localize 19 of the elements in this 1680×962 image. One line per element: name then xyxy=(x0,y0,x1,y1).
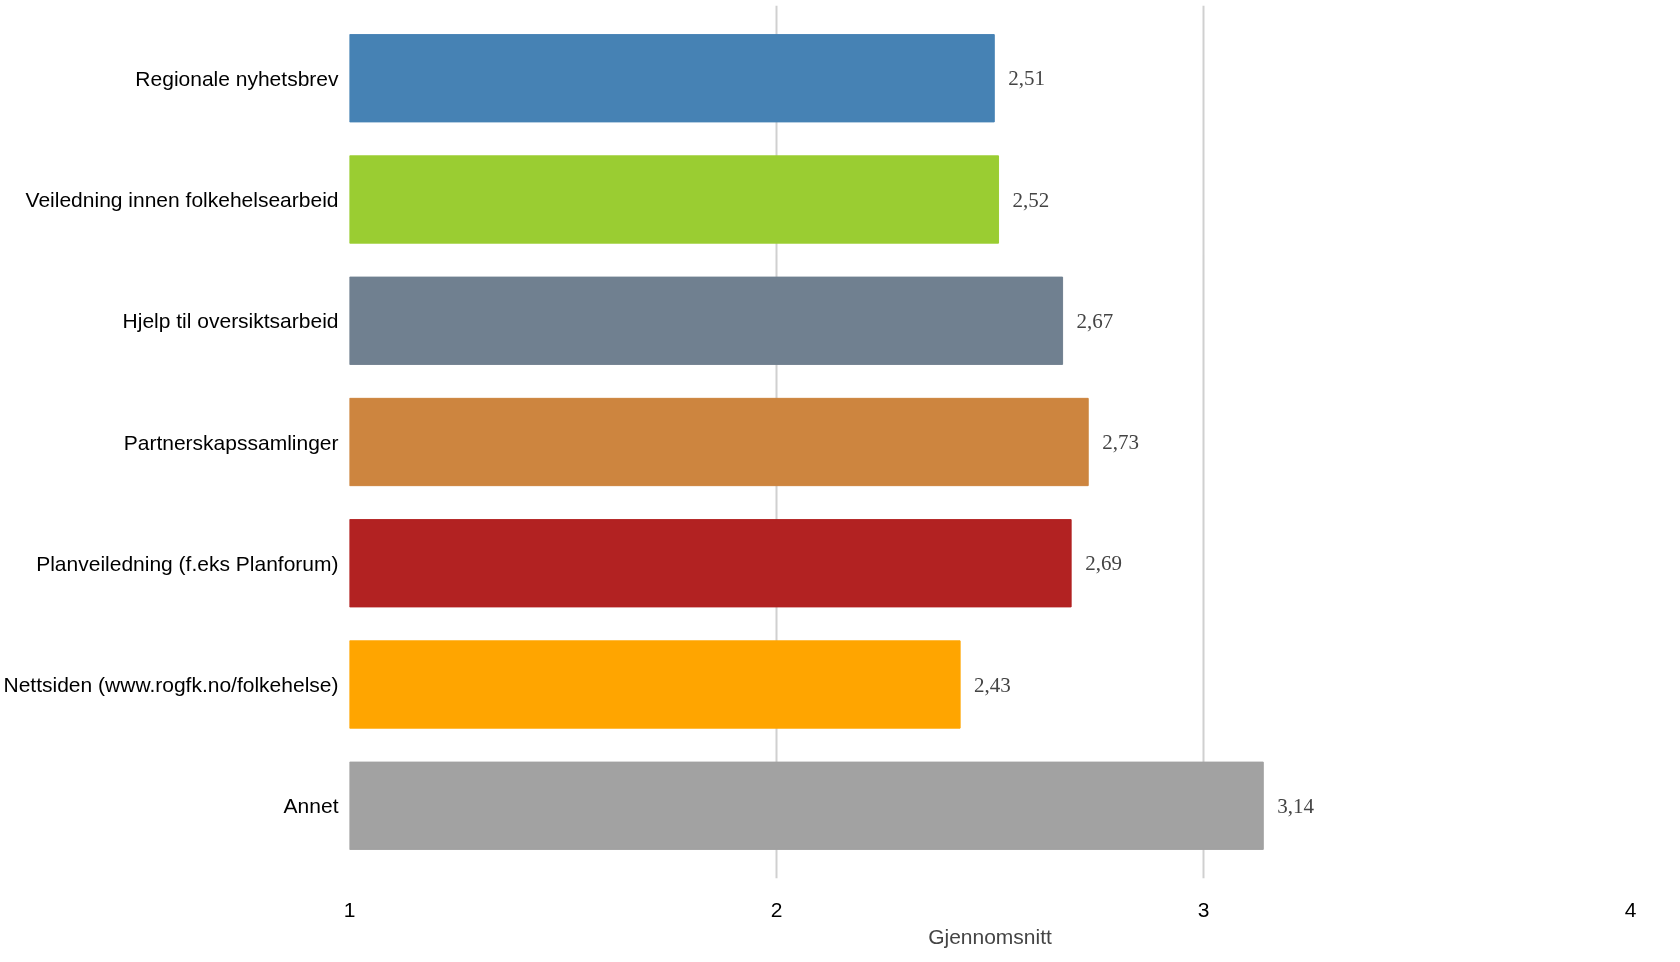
y-tick-label: Veiledning innen folkehelsearbeid xyxy=(25,188,339,211)
data-label: 2,51 xyxy=(1008,66,1046,91)
x-tick-label: 4 xyxy=(1624,897,1637,921)
x-tick-label: 3 xyxy=(1197,897,1210,921)
y-tick-label: Regionale nyhetsbrev xyxy=(135,66,339,90)
data-label: 2,67 xyxy=(1076,308,1114,333)
x-tick-label: 1 xyxy=(343,897,356,921)
data-label: 2,73 xyxy=(1102,430,1139,454)
y-tick-label: Partnerskapssamlinger xyxy=(123,430,339,454)
y-tick-label: Hjelp til oversiktsarbeid xyxy=(122,309,339,333)
data-label: 3,14 xyxy=(1277,793,1315,818)
data-label: 2,43 xyxy=(974,672,1011,697)
data-label: 2,52 xyxy=(1012,187,1050,212)
x-tick-label: 2 xyxy=(770,897,783,921)
x-axis-title: Gjennomsnitt xyxy=(928,924,1053,948)
y-tick-label: Planveiledning (f.eks Planforum) xyxy=(36,551,339,575)
y-tick-label: Annet xyxy=(283,794,339,818)
y-tick-label: Nettsiden (www.rogfk.no/folkehelse) xyxy=(3,673,339,696)
data-label: 2,69 xyxy=(1085,551,1122,576)
